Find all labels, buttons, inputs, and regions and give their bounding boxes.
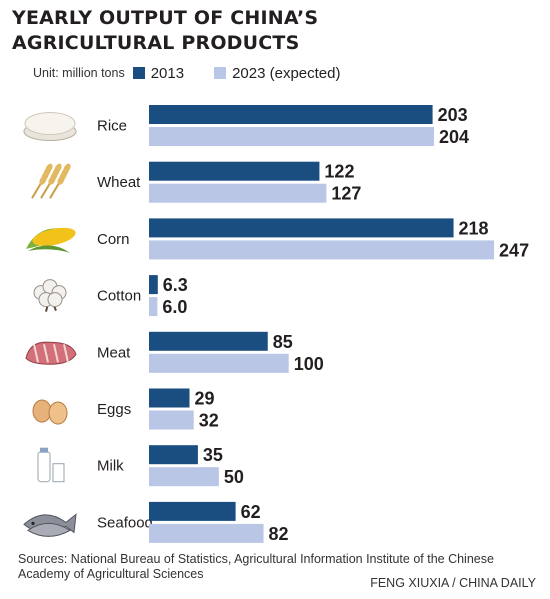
milk-icon — [37, 447, 65, 483]
data-label-2023: 247 — [499, 240, 529, 260]
egg — [32, 399, 52, 423]
data-label-2013: 85 — [273, 332, 293, 352]
legend-swatch-2023 — [214, 67, 227, 79]
legend-swatch-2013 — [132, 67, 145, 79]
seafood-icon — [23, 513, 77, 537]
wheat-grain — [45, 163, 53, 173]
corn-cob — [32, 227, 76, 246]
wheat-icon — [31, 163, 71, 199]
data-label-2013: 218 — [459, 218, 489, 238]
category-label: Rice — [97, 118, 127, 135]
bar-2023 — [149, 240, 495, 260]
fish-body — [27, 522, 71, 537]
data-label-2023: 204 — [439, 127, 469, 147]
data-label-2013: 6.3 — [163, 275, 188, 295]
bar-2013 — [149, 218, 454, 238]
legend: Unit: million tons 2013 2023 (expected) — [33, 64, 340, 82]
meat-fat-line — [43, 344, 49, 363]
chart-title-line-2: AGRICULTURAL PRODUCTS — [12, 32, 300, 54]
cotton-boll — [47, 292, 63, 308]
data-label-2013: 203 — [438, 105, 468, 125]
bar-2013 — [149, 445, 198, 465]
meat-fat-line — [63, 344, 69, 363]
data-label-2023: 32 — [199, 411, 219, 431]
unit-label: Unit: million tons — [33, 66, 125, 80]
bar-2013 — [149, 161, 320, 181]
bar-2023 — [149, 467, 219, 487]
wheat-grain — [63, 163, 71, 173]
bar-2023 — [149, 183, 327, 203]
category-label: Seafood — [97, 514, 153, 531]
chart-title-line-1: YEARLY OUTPUT OF CHINA’S — [12, 7, 319, 29]
corn-leaf — [28, 245, 70, 253]
data-label-2013: 29 — [195, 389, 215, 409]
chart-title: YEARLY OUTPUT OF CHINA’S AGRICULTURAL PR… — [12, 6, 318, 56]
bar-2013 — [149, 501, 236, 521]
sources-note: Sources: National Bureau of Statistics, … — [18, 552, 494, 581]
wheat-grain — [54, 163, 62, 173]
data-label-2023: 50 — [224, 467, 244, 487]
cotton-icon — [33, 279, 67, 312]
bar-2013 — [149, 275, 158, 295]
egg — [48, 401, 68, 425]
meat-icon — [25, 341, 77, 365]
rice-bowl-rice — [24, 112, 76, 135]
bar-2023 — [149, 410, 194, 430]
eggs-icon — [32, 399, 68, 425]
bar-2013 — [149, 331, 268, 351]
data-label-2013: 122 — [324, 162, 354, 182]
milk-glass — [52, 463, 65, 483]
bar-2023 — [149, 353, 289, 373]
data-label-2013: 35 — [203, 445, 223, 465]
category-label: Cotton — [97, 288, 141, 305]
corn-icon — [26, 227, 76, 253]
credit-line: FENG XIUXIA / CHINA DAILY — [370, 576, 536, 590]
data-label-2013: 62 — [241, 502, 261, 522]
milk-bottle-cap — [40, 447, 48, 453]
legend-label-2023: 2023 (expected) — [232, 64, 341, 82]
data-label-2023: 100 — [294, 354, 324, 374]
meat-fat-line — [33, 344, 39, 363]
bar-2013 — [149, 388, 190, 408]
data-label-2023: 6.0 — [162, 297, 187, 317]
category-label: Meat — [97, 344, 131, 361]
category-label: Corn — [97, 231, 130, 248]
rice-bowl-icon — [23, 112, 77, 141]
meat-fat-line — [53, 344, 59, 363]
bar-2013 — [149, 105, 433, 124]
bar-2023 — [149, 297, 158, 317]
data-label-2023: 127 — [331, 184, 361, 204]
category-label: Eggs — [97, 401, 131, 418]
category-label: Wheat — [97, 174, 141, 191]
category-label: Milk — [97, 458, 124, 475]
fish-eye — [31, 521, 35, 525]
bar-2023 — [149, 523, 264, 543]
data-label-2023: 82 — [269, 524, 289, 544]
bar-2023 — [149, 127, 434, 146]
legend-label-2013: 2013 — [150, 64, 185, 82]
meat-slab — [25, 341, 77, 365]
milk-bottle — [37, 451, 51, 483]
